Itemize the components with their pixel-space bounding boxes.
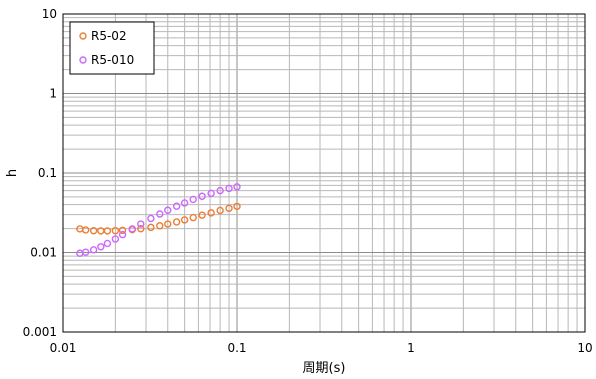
data-point	[137, 220, 145, 228]
data-point	[216, 206, 224, 215]
legend-marker	[79, 56, 87, 64]
data-point	[180, 216, 189, 224]
data-point	[147, 223, 155, 232]
y-tick-label: 10	[42, 7, 57, 21]
data-point	[76, 249, 84, 257]
data-point	[118, 226, 127, 235]
data-point	[189, 213, 197, 222]
data-point	[164, 206, 172, 214]
legend-marker	[79, 32, 87, 40]
data-point	[103, 227, 112, 235]
legend-label: R5-02	[91, 29, 127, 43]
legend-label: R5-010	[91, 53, 134, 67]
data-point	[189, 195, 197, 204]
data-point	[81, 248, 90, 256]
data-point	[118, 230, 127, 239]
data-point	[147, 214, 155, 223]
data-point	[198, 211, 206, 219]
data-point	[233, 202, 241, 211]
data-point	[156, 222, 164, 230]
series-R5-02	[76, 202, 241, 235]
x-tick-label: 0.1	[227, 341, 246, 355]
data-marks	[76, 183, 241, 257]
data-point	[164, 220, 172, 228]
legend: R5-02 R5-010	[69, 21, 155, 75]
data-point	[128, 225, 136, 233]
data-point	[198, 192, 206, 200]
data-point	[207, 189, 215, 198]
y-axis-label: h	[5, 169, 20, 177]
plot-frame	[62, 13, 586, 333]
x-tick-label: 0.01	[50, 341, 77, 355]
data-point	[89, 246, 98, 254]
data-point	[233, 183, 241, 191]
x-tick-label: 10	[577, 341, 592, 355]
data-point	[89, 227, 98, 235]
series-R5-010	[76, 183, 241, 257]
data-point	[207, 209, 215, 217]
x-tick-label: 1	[407, 341, 415, 355]
data-point	[172, 218, 181, 226]
data-point	[225, 204, 233, 212]
tick-labels: 0.01 0.1 1 10 0.001 0.01 0.1 1 10	[23, 7, 593, 355]
data-point	[111, 235, 120, 243]
data-point	[180, 199, 189, 207]
data-point	[137, 225, 145, 233]
data-point	[156, 210, 164, 218]
data-point	[111, 227, 120, 235]
data-point	[172, 202, 181, 210]
legend-box	[69, 21, 155, 75]
x-axis-label: 周期(s)	[303, 361, 346, 376]
y-tick-label: 1	[49, 87, 57, 101]
data-point	[225, 184, 233, 193]
data-point	[81, 226, 90, 234]
data-point	[97, 243, 105, 251]
data-point	[103, 239, 112, 248]
y-tick-label: 0.001	[23, 325, 57, 339]
data-point	[216, 186, 224, 195]
y-tick-label: 0.01	[30, 246, 57, 260]
y-tick-label: 0.1	[38, 166, 57, 180]
